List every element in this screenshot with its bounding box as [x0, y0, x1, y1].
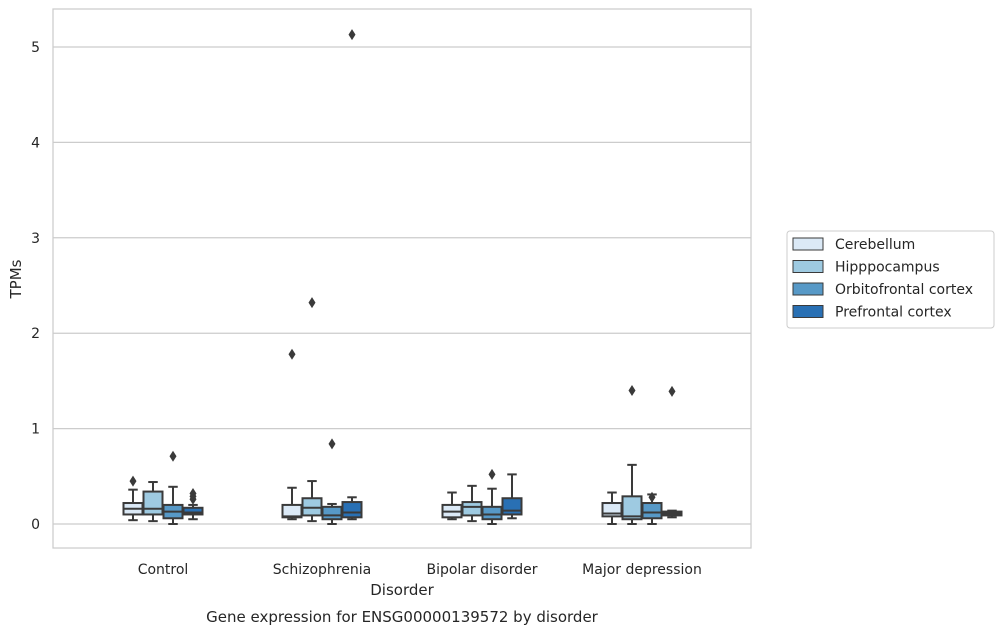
legend-swatch-1 [792, 260, 824, 273]
x-axis-label: Disorder [370, 581, 434, 599]
x-tick-label-0: Control [138, 562, 189, 578]
chart-caption: Gene expression for ENSG00000139572 by d… [206, 608, 599, 626]
outlier-point [189, 487, 197, 499]
y-tick-label-3: 3 [31, 231, 40, 247]
box-3-0 [182, 487, 204, 521]
box-1-0 [142, 481, 164, 523]
legend: Cerebellum Hipppocampus Orbitofrontal cort… [786, 230, 995, 329]
y-tick-label-5: 5 [31, 40, 40, 56]
box-body [501, 497, 523, 516]
box-1-2 [461, 484, 483, 523]
box-body [182, 506, 204, 516]
legend-label-0: Cerebellum [835, 237, 915, 253]
box-3-3 [661, 385, 683, 519]
outlier-point [169, 450, 177, 462]
y-tick-label-0: 0 [31, 517, 40, 533]
x-tick-label-2: Bipolar disorder [426, 562, 537, 578]
legend-frame [786, 230, 995, 329]
box-2-3 [641, 491, 663, 525]
box-0-0 [122, 475, 144, 522]
outlier-point [668, 385, 676, 397]
legend-swatch-2 [792, 282, 824, 296]
box-body [142, 490, 164, 516]
box-0-1 [281, 348, 303, 521]
plot-frame [52, 8, 752, 549]
y-tick-label-4: 4 [31, 135, 40, 151]
box-0-2 [441, 491, 463, 521]
outlier-point [488, 468, 496, 480]
box-2-2 [481, 468, 503, 525]
box-1-3 [621, 384, 643, 525]
box-body [641, 502, 663, 520]
legend-swatch-3 [792, 305, 824, 318]
grid-layer [53, 46, 751, 525]
legend-label-1: Hipppocampus [835, 260, 940, 276]
y-tick-label-1: 1 [31, 422, 40, 438]
y-tick-label-2: 2 [31, 326, 40, 342]
outlier-point [129, 475, 137, 487]
outlier-point [288, 348, 296, 360]
box-2-0 [162, 450, 184, 525]
box-2-1 [321, 438, 343, 525]
box-layer [122, 29, 683, 525]
box-1-1 [301, 297, 323, 523]
box-body [341, 501, 363, 519]
x-tick-label-1: Schizophrenia [273, 562, 371, 578]
y-axis-ticks: 0 1 2 3 4 5 [31, 40, 40, 533]
outlier-point [308, 297, 316, 309]
outlier-point [328, 438, 336, 450]
box-body [321, 505, 343, 521]
outlier-point [648, 491, 656, 503]
box-body [461, 501, 483, 517]
box-3-2 [501, 473, 523, 520]
x-axis-ticks: Control Schizophrenia Bipolar disorder Majo… [138, 562, 702, 578]
x-tick-label-3: Major depression [582, 562, 702, 578]
legend-label-2: Orbitofrontal cortex [835, 282, 973, 298]
box-body [481, 505, 503, 521]
legend-label-3: Prefrontal cortex [835, 305, 952, 321]
box-0-3 [601, 491, 623, 525]
outlier-point [348, 29, 356, 41]
y-axis-label: TPMs [7, 259, 25, 299]
box-3-1 [341, 29, 363, 521]
outlier-point [628, 384, 636, 396]
legend-swatch-0 [792, 237, 824, 251]
